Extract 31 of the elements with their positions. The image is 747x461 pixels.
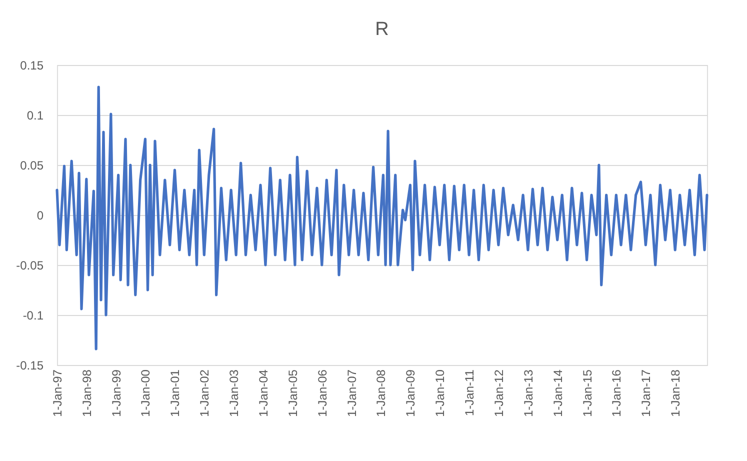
- x-tick-label: 1-Jan-07: [344, 369, 359, 417]
- x-tick-label: 1-Jan-17: [639, 369, 654, 417]
- y-tick-label: -0.05: [16, 258, 44, 272]
- chart-title: R: [375, 19, 389, 40]
- x-tick-label: 1-Jan-10: [433, 369, 448, 417]
- x-tick-label: 1-Jan-98: [80, 369, 94, 417]
- x-tick-label: 1-Jan-16: [610, 369, 624, 417]
- x-tick-label: 1-Jan-99: [109, 369, 124, 417]
- x-tick-label: 1-Jan-06: [315, 369, 330, 417]
- x-tick-label: 1-Jan-11: [462, 369, 477, 416]
- x-tick-label: 1-Jan-01: [168, 369, 182, 417]
- y-tick-label: -0.15: [16, 358, 44, 372]
- x-tick-label: 1-Jan-97: [50, 369, 64, 417]
- x-tick-label: 1-Jan-02: [198, 369, 212, 417]
- x-tick-label: 1-Jan-05: [286, 369, 300, 417]
- y-tick-label: 0.05: [20, 158, 44, 172]
- x-tick-label: 1-Jan-00: [138, 369, 153, 417]
- y-tick-label: 0.1: [26, 108, 44, 122]
- x-tick-label: 1-Jan-18: [668, 369, 683, 417]
- y-tick-label: 0: [36, 208, 44, 222]
- x-tick-label: 1-Jan-14: [550, 369, 565, 417]
- x-tick-label: 1-Jan-15: [580, 369, 594, 417]
- x-tick-label: 1-Jan-03: [227, 369, 242, 417]
- x-tick-label: 1-Jan-12: [492, 369, 506, 417]
- x-tick-label: 1-Jan-13: [521, 369, 536, 417]
- y-tick-label: 0.15: [20, 58, 44, 72]
- x-tick-label: 1-Jan-08: [374, 369, 388, 417]
- x-tick-label: 1-Jan-09: [404, 369, 418, 417]
- y-tick-label: -0.1: [22, 308, 44, 322]
- line-series: [56, 86, 708, 350]
- x-tick-label: 1-Jan-04: [256, 369, 270, 417]
